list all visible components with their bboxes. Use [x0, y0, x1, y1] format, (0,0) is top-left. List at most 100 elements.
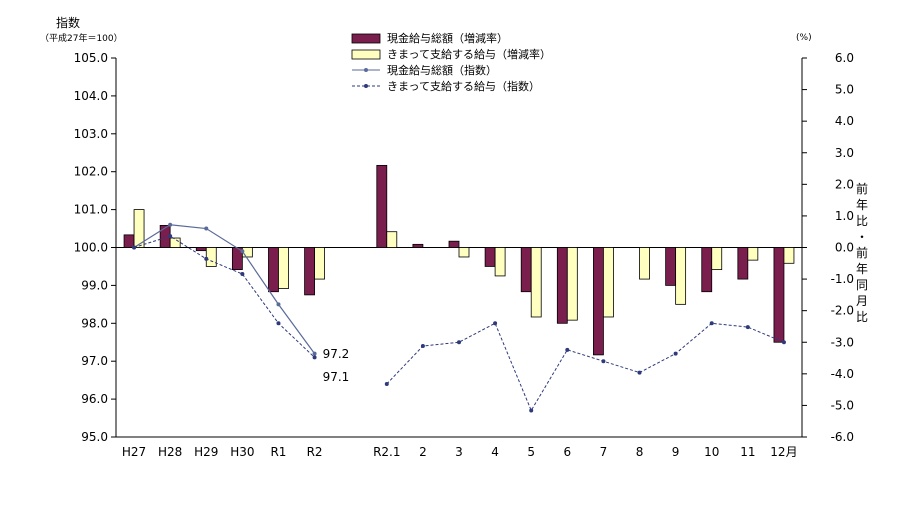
left-tick-label: 101.0: [74, 203, 108, 217]
x-tick-label: 2: [419, 445, 427, 459]
bar: [593, 247, 604, 356]
bar: [205, 247, 217, 267]
series-line: [386, 322, 785, 412]
right-tick-label: -4.0: [831, 367, 854, 381]
series-line: [133, 235, 315, 358]
bar: [376, 164, 388, 248]
left-tick-label: 104.0: [74, 89, 108, 103]
x-tick-label: H29: [194, 445, 218, 459]
right-axis-title-char: 年: [856, 198, 868, 212]
left-tick-label: 100.0: [74, 241, 108, 255]
line-point: [276, 302, 281, 307]
x-tick-label: H27: [122, 445, 146, 459]
bar: [386, 231, 398, 248]
bar: [133, 209, 145, 248]
right-axis: (%) -6.0 -5.0 -4.0 -3.0 -2.0 -1.0 0.0 1.0 2.0 3.0…: [796, 33, 854, 444]
left-tick-label: 98.0: [81, 316, 108, 330]
bar: [123, 234, 135, 248]
left-tick-label: 105.0: [74, 51, 108, 65]
x-tick-label: R1: [270, 445, 286, 459]
legend-marker: [364, 68, 368, 72]
bar: [458, 247, 470, 258]
left-axis-subtitle: （平成27年＝100）: [40, 32, 123, 44]
left-tick-label: 103.0: [74, 127, 108, 141]
line-point: [384, 381, 389, 386]
bar: [556, 247, 568, 324]
bar: [304, 247, 315, 296]
legend-marker: [364, 84, 368, 88]
bar: [701, 247, 713, 293]
left-tick-label: 99.0: [81, 278, 108, 292]
right-tick-label: -3.0: [831, 335, 854, 349]
x-tick-label: 6: [563, 445, 571, 459]
bar: [278, 247, 289, 289]
x-tick-label: 8: [636, 445, 644, 459]
bar: [665, 247, 677, 286]
line-point: [240, 249, 245, 254]
left-tick-label: 102.0: [74, 165, 108, 179]
bar: [639, 247, 650, 280]
line-point: [132, 245, 137, 250]
x-tick-label: 5: [527, 445, 535, 459]
line-point: [204, 256, 209, 261]
annotations: 97.2 97.1: [323, 347, 350, 384]
bar-series: [123, 164, 795, 356]
bar: [520, 247, 532, 293]
right-axis-unit: (%): [796, 33, 812, 43]
right-axis-title-char: 比: [856, 214, 868, 228]
right-tick-label: 5.0: [835, 83, 854, 97]
right-tick-label: -1.0: [831, 272, 854, 286]
bar: [195, 247, 207, 252]
legend: 現金給与総額（増減率） きまって支給する給与（増減率） 現金給与総額（指数） きまって…: [351, 31, 551, 93]
line-point: [420, 344, 425, 349]
line-point: [457, 340, 461, 345]
right-tick-label: 3.0: [835, 146, 854, 160]
bar: [169, 237, 181, 248]
left-axis-title: 指数: [56, 15, 80, 30]
line-point: [601, 359, 606, 364]
line-point: [312, 355, 317, 360]
bar: [448, 240, 460, 248]
data-label: 97.1: [323, 370, 350, 384]
line-point: [709, 321, 714, 326]
x-tick-label: 11: [740, 445, 755, 459]
line-point: [493, 321, 498, 326]
bar: [268, 247, 279, 293]
line-point: [673, 351, 678, 356]
line-point: [637, 370, 642, 375]
right-tick-label: 4.0: [835, 114, 854, 128]
right-axis-title-char: 月: [856, 294, 868, 308]
bar: [773, 247, 785, 343]
right-tick-label: 2.0: [835, 177, 854, 191]
x-tick-label: 9: [672, 445, 680, 459]
bar: [530, 247, 542, 318]
legend-swatch: [351, 33, 381, 44]
bar: [412, 243, 424, 248]
legend-label: 現金給与総額（増減率）: [387, 31, 508, 45]
bar: [603, 247, 614, 318]
right-tick-label: -5.0: [831, 398, 854, 412]
line-series: [132, 222, 786, 413]
legend-swatch: [351, 49, 381, 60]
line-point: [781, 340, 786, 345]
bar: [675, 247, 687, 305]
x-tick-label: R2.1: [373, 445, 400, 459]
line-point: [745, 325, 750, 330]
x-tick-label: H30: [230, 445, 254, 459]
bar: [566, 247, 578, 321]
legend-label: きまって支給する給与（増減率）: [387, 47, 551, 61]
x-tick-label: 12月: [770, 445, 797, 459]
bar: [783, 247, 795, 264]
left-tick-label: 95.0: [81, 430, 108, 444]
line-point: [529, 408, 534, 413]
right-axis-title-char: 同: [856, 278, 868, 292]
line-point: [168, 222, 173, 227]
data-label: 97.2: [323, 347, 350, 361]
bar: [314, 247, 325, 280]
right-tick-label: -2.0: [831, 304, 854, 318]
x-tick-label: 7: [600, 445, 608, 459]
line-point: [312, 351, 317, 356]
left-axis: 指数 （平成27年＝100） 95.0 96.0 97.0 98.0 99.0 100.0…: [40, 15, 123, 444]
right-tick-label: 6.0: [835, 51, 854, 65]
